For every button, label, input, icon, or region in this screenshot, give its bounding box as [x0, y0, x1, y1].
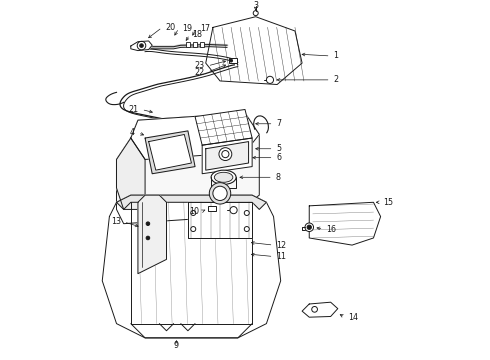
Circle shape [245, 226, 249, 231]
Text: 5: 5 [276, 144, 282, 153]
Text: 20: 20 [165, 23, 175, 32]
Text: 8: 8 [276, 173, 281, 182]
Circle shape [307, 225, 311, 229]
Text: 19: 19 [182, 24, 192, 33]
Ellipse shape [214, 172, 233, 182]
Polygon shape [206, 17, 302, 85]
Text: 4: 4 [130, 128, 135, 137]
Text: 12: 12 [276, 240, 287, 249]
Polygon shape [117, 113, 259, 224]
Circle shape [245, 211, 249, 216]
Polygon shape [131, 41, 152, 51]
Circle shape [191, 211, 196, 216]
Text: 9: 9 [174, 341, 179, 350]
Circle shape [140, 44, 143, 48]
Bar [200, 42, 204, 47]
Circle shape [230, 59, 233, 62]
Circle shape [305, 223, 314, 231]
Text: 1: 1 [334, 51, 339, 60]
Circle shape [137, 41, 146, 50]
Text: 22: 22 [195, 68, 205, 77]
Polygon shape [131, 113, 259, 159]
Circle shape [267, 76, 273, 84]
Polygon shape [117, 195, 267, 210]
Polygon shape [195, 109, 252, 145]
Circle shape [213, 186, 227, 201]
Polygon shape [302, 302, 338, 317]
Text: 16: 16 [326, 225, 336, 234]
Circle shape [230, 207, 237, 214]
Polygon shape [102, 195, 281, 338]
Ellipse shape [211, 170, 236, 184]
FancyBboxPatch shape [208, 206, 216, 211]
Polygon shape [309, 202, 381, 245]
Polygon shape [145, 131, 195, 174]
Text: 2: 2 [334, 75, 339, 84]
Circle shape [146, 222, 150, 225]
Text: 15: 15 [384, 198, 393, 207]
Text: 11: 11 [276, 252, 287, 261]
Text: 6: 6 [276, 153, 281, 162]
Circle shape [222, 150, 229, 158]
Text: 10: 10 [189, 207, 199, 216]
Circle shape [191, 226, 196, 231]
Text: 3: 3 [253, 1, 258, 10]
Text: 14: 14 [348, 313, 358, 322]
Bar [186, 42, 190, 47]
Text: 17: 17 [200, 24, 210, 33]
Polygon shape [138, 195, 167, 274]
Circle shape [209, 183, 231, 204]
FancyBboxPatch shape [229, 58, 237, 63]
Circle shape [253, 11, 258, 15]
Polygon shape [188, 202, 252, 238]
Text: 18: 18 [193, 30, 202, 39]
Bar [193, 42, 197, 47]
Circle shape [312, 306, 318, 312]
Polygon shape [202, 138, 252, 174]
Polygon shape [206, 141, 248, 170]
Text: 13: 13 [111, 217, 121, 226]
Circle shape [219, 148, 232, 161]
Text: 21: 21 [128, 105, 139, 114]
Polygon shape [148, 135, 192, 170]
Text: 7: 7 [276, 119, 282, 128]
Circle shape [146, 236, 150, 240]
Polygon shape [117, 138, 145, 210]
Text: 23: 23 [195, 62, 205, 71]
